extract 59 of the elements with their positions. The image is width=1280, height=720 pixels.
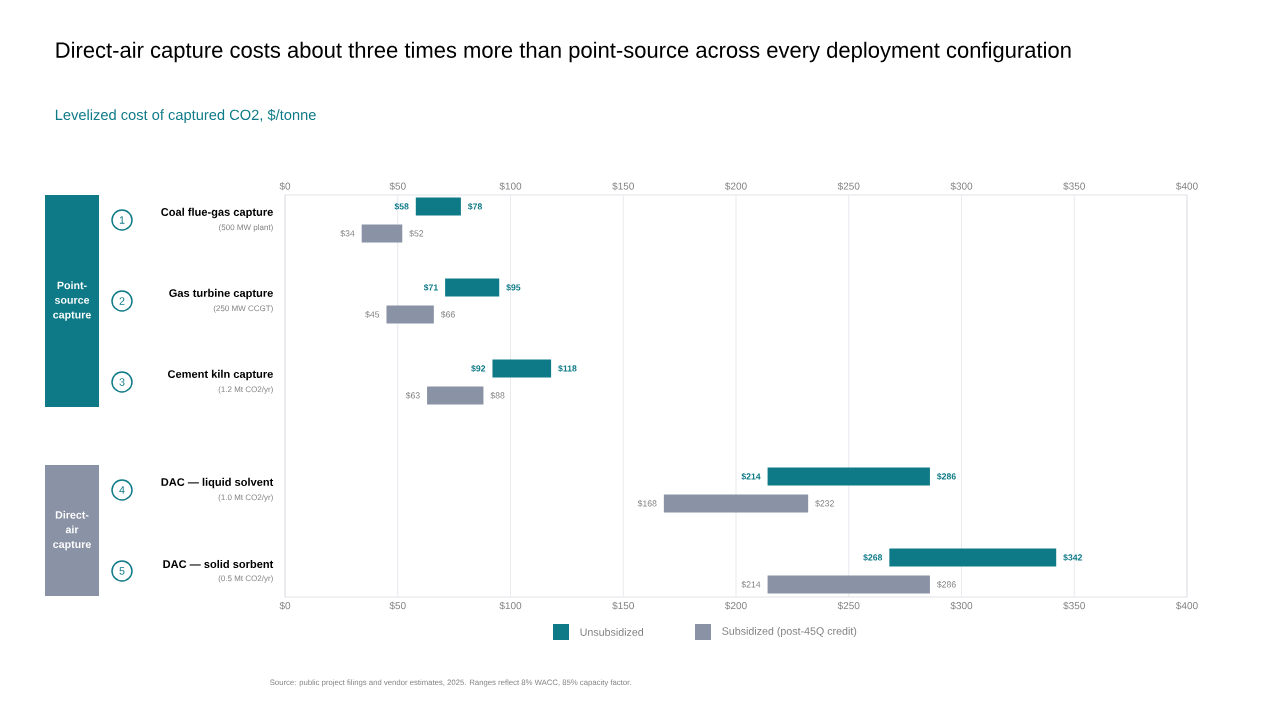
annotation: $88: [490, 391, 505, 399]
annotation: $58: [394, 202, 409, 211]
text: 2: [119, 297, 125, 305]
annotation: $92: [471, 364, 486, 373]
annotation: $214: [741, 472, 761, 481]
legend-label: Unsubsidized: [580, 628, 644, 636]
annotation: $232: [815, 499, 834, 507]
text: Point-source capture: [53, 281, 91, 321]
text: (250 MW CCGT): [213, 305, 273, 313]
chart-title: Direct-air capture costs about three times more than point-source across every deployment configuration: [56, 41, 1071, 63]
x-tick-label: $400: [1175, 601, 1198, 610]
annotation: $71: [423, 283, 438, 292]
chart-subtitle: Levelized cost of captured CO2, $/tonne: [55, 109, 316, 123]
x-tick-label: $0: [279, 601, 291, 610]
annotation: $268: [863, 553, 883, 562]
annotation: $63: [405, 391, 420, 399]
text: (1.2 Mt CO2/yr): [218, 386, 273, 394]
text: (1.0 Mt CO2/yr): [218, 494, 273, 502]
text: (0.5 Mt CO2/yr): [218, 575, 273, 583]
text: Direct-air capture: [53, 510, 91, 551]
annotation: $78: [467, 202, 483, 211]
x-tick-label: $350: [1063, 601, 1085, 610]
legend-label: Subsidized (post-45Q credit): [722, 627, 857, 637]
annotation: $118: [558, 364, 577, 373]
x2-tick-label: $100: [499, 182, 522, 191]
x-tick-label: $50: [389, 601, 406, 610]
annotation: $342: [1063, 553, 1083, 562]
text: 1: [119, 216, 125, 224]
x2-tick-label: $300: [950, 182, 973, 191]
annotation: $66: [440, 310, 455, 318]
x2-tick-label: $0: [279, 182, 291, 191]
text: 4: [119, 486, 125, 494]
text: 5: [119, 567, 125, 575]
annotation: $286: [936, 580, 956, 588]
annotation: $286: [936, 472, 956, 481]
x2-tick-label: $200: [724, 182, 747, 191]
annotation: $34: [340, 230, 355, 237]
x2-tick-label: $50: [389, 182, 406, 191]
annotation: $95: [506, 283, 521, 292]
annotation: $214: [741, 580, 761, 588]
x2-tick-label: $250: [837, 182, 860, 191]
x-tick-label: $100: [499, 601, 522, 610]
x2-tick-label: $150: [612, 182, 634, 191]
annotation: $45: [365, 310, 380, 318]
y-tick-label: Cement kiln capture: [167, 369, 273, 381]
y-tick-label: Gas turbine capture: [169, 288, 273, 300]
x-tick-label: $200: [724, 601, 747, 610]
annotation: $52: [409, 230, 424, 237]
x2-tick-label: $400: [1175, 182, 1198, 191]
text: (500 MW plant): [219, 224, 273, 232]
text: 3: [119, 378, 125, 386]
x2-tick-label: $350: [1063, 182, 1085, 191]
y-tick-label: Coal flue-gas capture: [161, 207, 273, 219]
y-tick-label: DAC — solid sorbent: [163, 559, 274, 569]
y-tick-label: DAC — liquid solvent: [161, 477, 274, 489]
x-tick-label: $300: [950, 601, 973, 610]
annotation: $168: [637, 499, 657, 507]
x-tick-label: $250: [837, 601, 860, 610]
x-tick-label: $150: [612, 601, 634, 610]
